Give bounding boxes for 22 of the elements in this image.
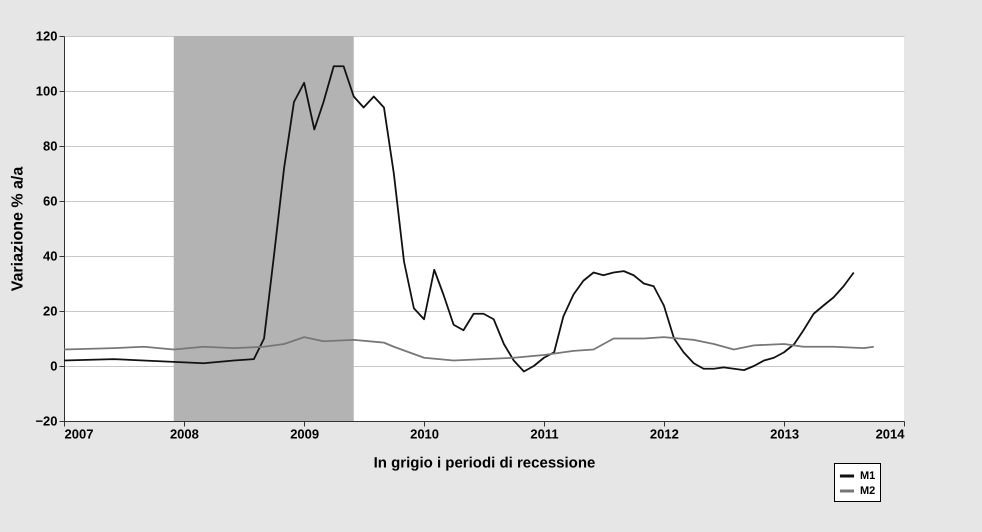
x-tick-label: 2010 [410,426,440,442]
legend-label: M2 [860,485,876,497]
y-axis-title: Variazione % a/a [9,166,26,292]
x-tick-label: 2009 [290,426,320,442]
line-series [63,65,855,372]
x-tick-label: 2012 [650,426,679,442]
y-tick-label: 60 [43,194,58,208]
x-tick-label: 2013 [770,426,800,442]
x-tick-label: 2011 [530,426,559,442]
legend-label: M1 [860,470,876,482]
y-tick-label: 100 [36,84,58,98]
y-tick-label: 40 [43,248,58,264]
y-tick-label: 0 [50,358,58,374]
x-tick-label: 2014 [876,426,906,442]
y-tick-label: 20 [43,304,58,318]
y-tick-label: 120 [36,28,58,44]
y-tick-label: 80 [43,138,58,154]
x-tick-label: 2007 [64,426,94,442]
x-tick-label: 2008 [170,426,199,442]
x-axis-title: In grigio i periodi di recessione [374,454,596,472]
line-series [63,336,875,362]
y-tick-label: −20 [35,414,58,428]
